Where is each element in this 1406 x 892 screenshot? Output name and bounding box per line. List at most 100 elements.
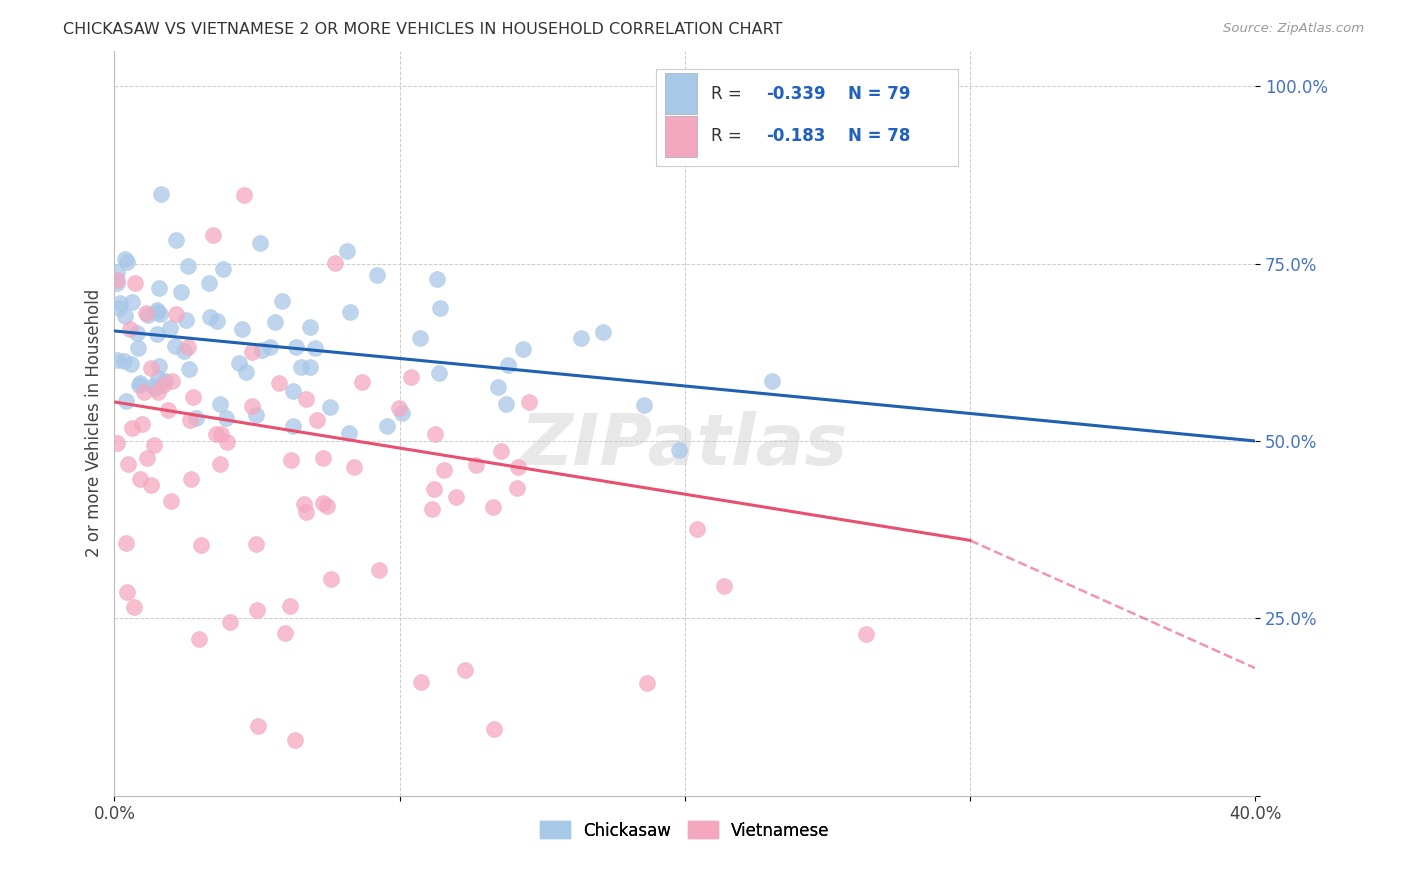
Point bbox=[444, 490, 467, 504]
Point bbox=[211, 261, 233, 276]
Point bbox=[482, 722, 505, 736]
Point bbox=[170, 285, 193, 299]
Point bbox=[181, 390, 204, 404]
Point bbox=[135, 450, 157, 465]
Point bbox=[429, 301, 451, 315]
Point bbox=[124, 276, 146, 290]
Point bbox=[152, 378, 174, 392]
Point bbox=[127, 326, 149, 341]
Point bbox=[423, 427, 446, 442]
Point bbox=[454, 663, 477, 677]
Point bbox=[366, 268, 388, 283]
Point bbox=[375, 418, 398, 433]
Point bbox=[231, 322, 253, 336]
Point bbox=[285, 340, 308, 354]
Point bbox=[149, 306, 172, 320]
Point bbox=[165, 307, 187, 321]
Point bbox=[391, 406, 413, 420]
Point bbox=[149, 187, 172, 202]
Point bbox=[250, 343, 273, 358]
Point bbox=[517, 395, 540, 409]
Point bbox=[496, 358, 519, 372]
FancyBboxPatch shape bbox=[665, 73, 697, 114]
Point bbox=[105, 436, 128, 450]
Point bbox=[141, 477, 163, 491]
Point bbox=[108, 301, 131, 316]
Point bbox=[482, 500, 505, 514]
Point bbox=[408, 331, 430, 345]
Point bbox=[489, 443, 512, 458]
Point bbox=[855, 626, 877, 640]
Point bbox=[295, 505, 318, 519]
Point bbox=[217, 434, 239, 449]
Point bbox=[143, 381, 166, 395]
Point bbox=[114, 310, 136, 324]
Point bbox=[486, 379, 509, 393]
Point bbox=[495, 397, 517, 411]
Point bbox=[117, 458, 139, 472]
Point bbox=[508, 459, 530, 474]
Point bbox=[105, 276, 128, 290]
Point bbox=[633, 398, 655, 412]
Point bbox=[335, 244, 357, 258]
Point bbox=[180, 472, 202, 486]
Point bbox=[115, 394, 138, 409]
Point bbox=[146, 302, 169, 317]
Point bbox=[571, 331, 593, 345]
Point bbox=[249, 236, 271, 251]
Point bbox=[208, 457, 231, 471]
Y-axis label: 2 or more Vehicles in Household: 2 or more Vehicles in Household bbox=[86, 289, 103, 558]
Text: -0.339: -0.339 bbox=[766, 85, 825, 103]
Point bbox=[131, 417, 153, 431]
Point bbox=[274, 626, 297, 640]
Point bbox=[121, 294, 143, 309]
Text: N = 79: N = 79 bbox=[848, 85, 910, 103]
Point bbox=[209, 427, 232, 442]
Point bbox=[159, 320, 181, 334]
Point bbox=[423, 482, 446, 496]
Point bbox=[155, 374, 177, 388]
Point bbox=[315, 499, 337, 513]
Point bbox=[198, 276, 221, 290]
Point bbox=[307, 413, 329, 427]
Point bbox=[209, 397, 232, 411]
Point bbox=[141, 361, 163, 376]
Point bbox=[278, 599, 301, 613]
Point bbox=[292, 497, 315, 511]
Point bbox=[512, 342, 534, 356]
Point bbox=[146, 385, 169, 400]
FancyBboxPatch shape bbox=[665, 116, 697, 157]
Point bbox=[142, 438, 165, 452]
Point bbox=[323, 256, 346, 270]
Point bbox=[281, 418, 304, 433]
Point bbox=[264, 315, 287, 329]
Text: R =: R = bbox=[711, 128, 747, 145]
Point bbox=[120, 357, 142, 371]
Point bbox=[388, 401, 411, 415]
Point bbox=[115, 255, 138, 269]
Point bbox=[427, 366, 450, 380]
Point bbox=[128, 377, 150, 392]
Point bbox=[163, 339, 186, 353]
Point bbox=[129, 472, 152, 486]
Point bbox=[165, 233, 187, 247]
Point bbox=[105, 264, 128, 278]
Point bbox=[132, 384, 155, 399]
Point bbox=[271, 293, 294, 308]
Text: N = 78: N = 78 bbox=[848, 128, 910, 145]
Point bbox=[135, 306, 157, 320]
Point bbox=[146, 305, 169, 319]
Point bbox=[284, 733, 307, 747]
Point bbox=[228, 356, 250, 370]
Point bbox=[174, 313, 197, 327]
Point bbox=[142, 379, 165, 393]
Point bbox=[401, 370, 423, 384]
Point bbox=[202, 227, 225, 242]
Point bbox=[187, 632, 209, 646]
Point bbox=[145, 327, 167, 342]
Point bbox=[283, 384, 305, 398]
Point bbox=[127, 341, 149, 355]
Point bbox=[205, 427, 228, 442]
Point bbox=[112, 353, 135, 368]
Point bbox=[245, 408, 267, 422]
